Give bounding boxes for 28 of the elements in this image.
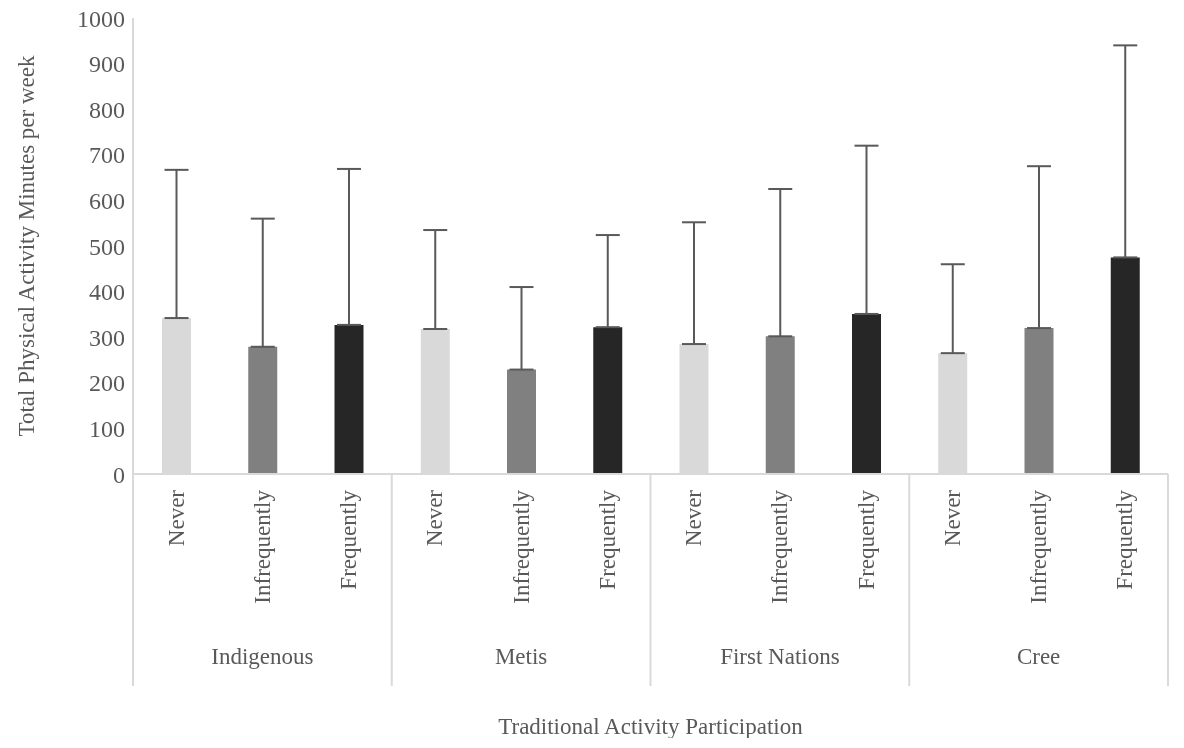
y-tick-label: 300 bbox=[89, 324, 125, 351]
x-tick-label: Frequently bbox=[1112, 489, 1138, 590]
y-axis-title: Total Physical Activity Minutes per week bbox=[14, 55, 40, 437]
x-tick-label: Frequently bbox=[336, 489, 362, 590]
text: First Nations bbox=[720, 644, 840, 669]
text: Metis bbox=[494, 644, 548, 669]
x-tick-label: Infrequently bbox=[767, 489, 793, 604]
text: Indigenous bbox=[211, 644, 314, 669]
x-tick-label: Infrequently bbox=[249, 489, 275, 604]
y-tick-label: 0 bbox=[113, 461, 125, 488]
x-tick-label: Never bbox=[163, 489, 189, 547]
x-tick-label: Never bbox=[422, 489, 448, 547]
text: Cree bbox=[1016, 644, 1061, 669]
y-tick-label: 1000 bbox=[77, 5, 125, 32]
x-tick-label: Infrequently bbox=[508, 489, 534, 604]
y-tick-label: 100 bbox=[89, 415, 125, 442]
y-tick-label: 500 bbox=[89, 233, 125, 260]
x-tick-label: Never bbox=[939, 489, 965, 547]
y-tick-label: 200 bbox=[89, 370, 125, 397]
x-tick-label: Infrequently bbox=[1026, 489, 1052, 604]
x-tick-label: Frequently bbox=[853, 489, 879, 590]
y-tick-label: 800 bbox=[89, 96, 125, 123]
y-tick-label: 900 bbox=[89, 51, 125, 78]
y-tick-label: 700 bbox=[89, 142, 125, 169]
x-tick-label: Frequently bbox=[594, 489, 620, 590]
x-tick-label: Never bbox=[681, 489, 707, 547]
y-tick-label: 400 bbox=[89, 279, 125, 306]
y-tick-label: 600 bbox=[89, 187, 125, 214]
